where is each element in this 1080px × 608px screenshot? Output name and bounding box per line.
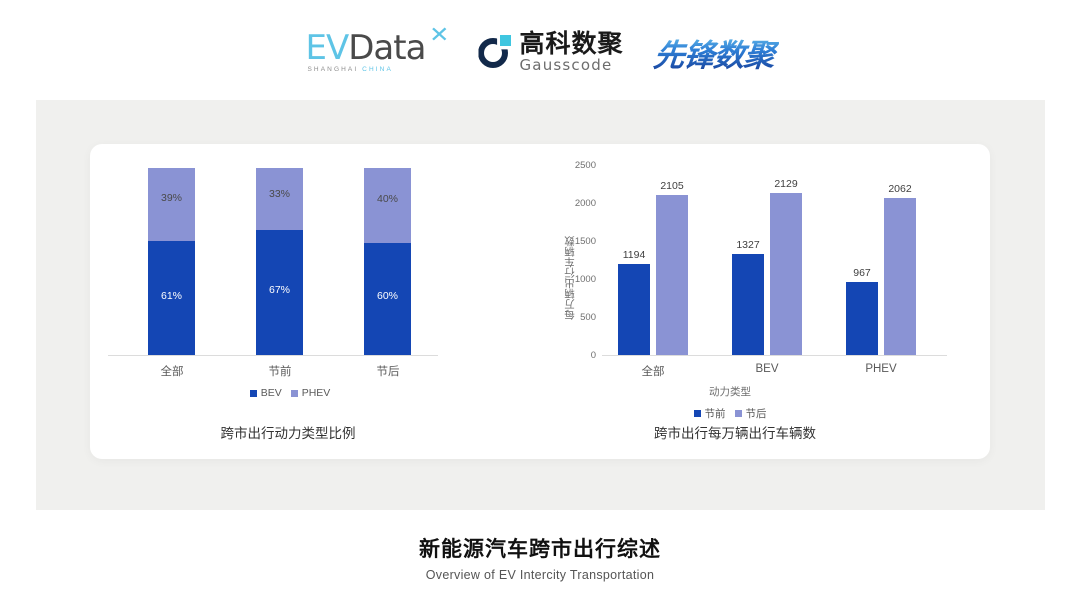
value-pre-bev: 1327 — [736, 239, 760, 251]
bar-bev-pre — [256, 230, 303, 355]
logo-gausscode: 高科数聚 Gausscode — [478, 28, 623, 76]
bar-pre-bev — [732, 254, 764, 355]
label-bev-all: 61% — [160, 290, 182, 302]
legend-item-bev[interactable]: BEV — [249, 387, 282, 399]
footer-en-title: Overview of EV Intercity Transportation — [425, 568, 655, 582]
cat-label-all-right: 全部 — [641, 366, 665, 378]
legend-item-phev[interactable]: PHEV — [290, 387, 331, 399]
chart-powertrain-share: 39% 61% 全部 33% 67% 节前 40% 60% 节后 BEV PHE… — [90, 144, 510, 459]
legend-swatch-phev-icon — [290, 389, 298, 397]
x-mark-icon: ✕ — [429, 22, 450, 47]
evdata-sub-china: CHINA — [362, 66, 393, 73]
evdata-subtitle: SHANGHAI CHINA — [307, 66, 392, 73]
legend-item-post[interactable]: 节后 — [734, 406, 767, 421]
y-tick-1000: 1000 — [574, 274, 596, 285]
footer-title-block: 新能源汽车跨市出行综述 Overview of EV Intercity Tra… — [0, 533, 1080, 582]
value-pre-phev: 967 — [853, 267, 871, 279]
value-pre-all: 1194 — [622, 249, 646, 261]
chart-trips-per-10k: 每万辆出行车辆数 2500 2000 1500 1000 500 0 1194 … — [490, 144, 990, 459]
cat-label-bev-right: BEV — [755, 363, 779, 375]
cat-label-all: 全部 — [160, 366, 184, 378]
label-bev-pre: 67% — [268, 284, 290, 296]
value-post-phev: 2062 — [888, 183, 912, 195]
y-tick-2000: 2000 — [574, 198, 596, 209]
value-post-all: 2105 — [660, 180, 684, 192]
legend-swatch-post-icon — [734, 410, 742, 417]
evdata-sub-shanghai: SHANGHAI — [307, 66, 363, 73]
right-chart-axis-line — [602, 355, 947, 356]
bar-phev-pre — [256, 168, 303, 230]
legend-label-pre: 节前 — [704, 408, 726, 420]
footer-cn-title: 新能源汽车跨市出行综述 — [419, 537, 661, 561]
y-tick-1500: 1500 — [574, 236, 596, 247]
logo-xianfeng: 先锋数聚 — [647, 28, 780, 77]
right-chart-caption: 跨市出行每万辆出行车辆数 — [654, 426, 816, 441]
cat-label-post: 节后 — [376, 366, 400, 378]
right-chart-x-axis-title: 动力类型 — [709, 386, 751, 398]
gausscode-square-shape — [500, 35, 512, 46]
evdata-wordmark: EVData — [305, 28, 426, 68]
y-tick-0: 0 — [590, 350, 596, 361]
legend-label-post: 节后 — [745, 408, 767, 420]
bar-phev-all — [148, 168, 195, 241]
value-post-bev: 2129 — [774, 178, 798, 190]
legend-swatch-bev-icon — [249, 389, 257, 397]
bar-post-all — [656, 195, 688, 355]
bar-pre-phev — [846, 282, 878, 355]
legend-label-bev: BEV — [260, 387, 282, 399]
legend-label-phev: PHEV — [301, 387, 331, 399]
logo-bar: EVData ✕ SHANGHAI CHINA 高科数聚 Gausscode 先… — [0, 22, 1080, 82]
charts-card: 39% 61% 全部 33% 67% 节前 40% 60% 节后 BEV PHE… — [90, 144, 990, 459]
label-phev-all: 39% — [160, 192, 182, 204]
left-chart-axis-line — [108, 355, 438, 356]
evdata-data-text: Data — [348, 28, 426, 68]
label-phev-post: 40% — [376, 193, 398, 205]
gausscode-g-icon — [478, 35, 512, 69]
bar-bev-all — [148, 241, 195, 355]
cat-label-pre: 节前 — [268, 366, 292, 378]
gausscode-wordmark: 高科数聚 Gausscode — [519, 31, 623, 73]
gausscode-cn-text: 高科数聚 — [519, 29, 624, 58]
left-chart-caption: 跨市出行动力类型比例 — [220, 426, 356, 441]
legend-item-pre[interactable]: 节前 — [693, 406, 726, 421]
logo-evdata: EVData ✕ SHANGHAI CHINA — [302, 22, 452, 78]
bar-post-bev — [770, 193, 802, 355]
y-tick-500: 500 — [580, 312, 596, 323]
bar-pre-all — [618, 264, 650, 355]
bar-post-phev — [884, 198, 916, 355]
label-phev-pre: 33% — [268, 188, 290, 200]
right-chart-legend: 节前 节后 — [550, 406, 910, 421]
bar-phev-post — [364, 168, 411, 243]
cat-label-phev-right: PHEV — [865, 363, 897, 375]
bar-bev-post — [364, 243, 411, 355]
y-tick-2500: 2500 — [574, 160, 596, 171]
gausscode-en-text: Gausscode — [519, 56, 613, 74]
gausscode-ring-shape — [478, 38, 509, 68]
legend-swatch-pre-icon — [693, 410, 701, 417]
label-bev-post: 60% — [376, 290, 398, 302]
left-chart-legend: BEV PHEV — [80, 387, 500, 399]
evdata-ev-text: EV — [305, 28, 349, 68]
right-chart-y-axis-title: 每万辆出行车辆数 — [564, 236, 576, 320]
